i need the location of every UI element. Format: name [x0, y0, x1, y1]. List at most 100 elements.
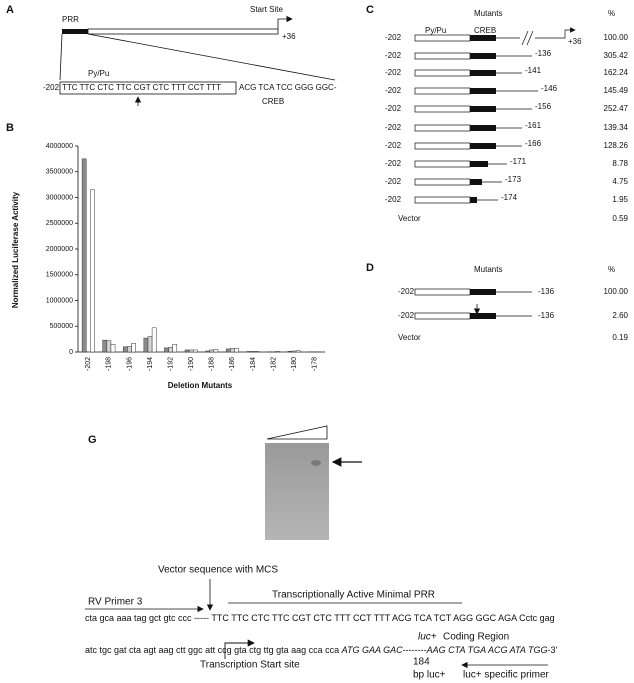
luc: luc+ [418, 632, 437, 643]
row-pct: 252.47 [604, 104, 629, 113]
bar [205, 350, 210, 353]
creb: CREB [474, 26, 496, 35]
zoom-line [59, 33, 63, 81]
bar [295, 350, 301, 353]
x-tick-label: -196 [126, 357, 133, 371]
py-pu-box [414, 312, 471, 320]
row-end: -161 [525, 121, 542, 130]
x-tick-label: -192 [167, 357, 174, 371]
creb-box [470, 143, 496, 149]
tss-arrow [224, 639, 255, 659]
row-pct: 4.75 [612, 177, 628, 186]
panel-label: D [366, 262, 374, 274]
creb-box [470, 313, 496, 319]
prr-box [62, 29, 88, 34]
x-axis-title: Deletion Mutants [168, 381, 233, 390]
row-end: -146 [541, 84, 558, 93]
gel-image [265, 443, 329, 540]
row-start: -202 [385, 159, 402, 168]
py-pu-box [414, 124, 471, 132]
bar [110, 344, 116, 353]
bar [275, 351, 280, 353]
x-tick-label: -194 [147, 357, 154, 371]
panel-c: C Mutants % Py/Pu CREB Vector 0.59 -202 +… [366, 4, 629, 223]
py-pu-box [414, 34, 471, 42]
row-end: -173 [505, 175, 522, 184]
bar [225, 348, 231, 353]
creb-box [470, 53, 496, 59]
bar [164, 347, 169, 353]
start-arrow [277, 15, 293, 29]
seq-atg: ATG GAA GAC [341, 645, 404, 655]
vector-pct: 0.59 [612, 214, 628, 223]
row-start: -202 [385, 51, 402, 60]
panel-g: G Vector sequence with MCS Transcription… [85, 425, 558, 681]
bar [131, 342, 136, 353]
py-pu-box [414, 142, 471, 150]
bar [127, 346, 132, 353]
y-axis-title: Normalized Luciferase Activity [11, 191, 20, 308]
creb: CREB [262, 97, 284, 106]
vector-seq: cta gca aaa tag gct gtc ccc [85, 613, 192, 623]
row-end: +36 [568, 37, 582, 46]
py-pu-box [414, 87, 471, 95]
row-end: -166 [525, 139, 542, 148]
bar [234, 348, 239, 353]
panel-label: A [6, 4, 14, 16]
start-site: Start Site [250, 5, 283, 14]
row-pct: 162.24 [604, 68, 629, 77]
prr-label: PRR [62, 15, 79, 24]
sequence-line: atc tgc gat cta agt aag ctt ggc att ccg … [85, 645, 558, 655]
bar [102, 339, 108, 353]
py-pu-box [414, 178, 471, 186]
vector-pct: 0.19 [612, 333, 628, 342]
row-pct: 100.00 [604, 287, 629, 296]
row-pct: 139.34 [604, 123, 629, 132]
sequence-line: cta gca aaa tag gct gtc ccc ----- TTC TT… [85, 613, 555, 623]
row-pct: 128.26 [604, 141, 629, 150]
panel-d: D Mutants % Vector 0.19 -202 -136 100.00 -2… [366, 262, 629, 342]
creb-box [470, 161, 488, 167]
bar [213, 349, 219, 353]
seq-tail: -3' [548, 645, 558, 655]
bar [230, 348, 235, 353]
creb-box [470, 197, 477, 203]
bar [143, 337, 149, 353]
bar [90, 189, 95, 353]
dash: -------- [403, 645, 427, 655]
panel-label: C [366, 4, 374, 16]
bar [172, 344, 178, 353]
coding-region: Coding Region [443, 632, 509, 643]
row-end: -136 [535, 49, 552, 58]
x-tick-label: -182 [270, 357, 277, 371]
break-mark [521, 30, 534, 46]
row-end: -136 [538, 287, 555, 296]
seq-end: AAG CTA TGA ACG ATA TGG [426, 645, 548, 655]
row-start: -202 [385, 86, 402, 95]
py-pu-box [414, 196, 471, 204]
bar [250, 351, 256, 353]
pypu-box [59, 81, 237, 95]
start-arrow [535, 27, 576, 39]
bar [81, 158, 87, 353]
creb-box [470, 70, 496, 76]
promoter-box [87, 28, 279, 35]
specific-primer: luc+ specific primer [463, 670, 550, 681]
bar [123, 346, 128, 353]
mutants-header: Mutants [474, 265, 502, 274]
seq-start: -202 [43, 83, 60, 92]
row-pct: 2.60 [612, 311, 628, 320]
bar [168, 347, 173, 353]
seq-rest: ACG TCA TCC GGG GGC- [239, 83, 337, 92]
bar [106, 340, 112, 353]
row-pct: 100.00 [604, 33, 629, 42]
bar [246, 351, 252, 353]
row-end: -174 [501, 193, 518, 202]
prr-seq: TTC TTC CTC TTC CGT CTC TTT CCT TTT ACG … [211, 613, 554, 623]
bar [287, 350, 293, 353]
y-tick-label: 3500000 [46, 169, 73, 176]
py-pu-box [414, 69, 471, 77]
panel-label: G [88, 434, 97, 446]
bar [151, 327, 157, 353]
